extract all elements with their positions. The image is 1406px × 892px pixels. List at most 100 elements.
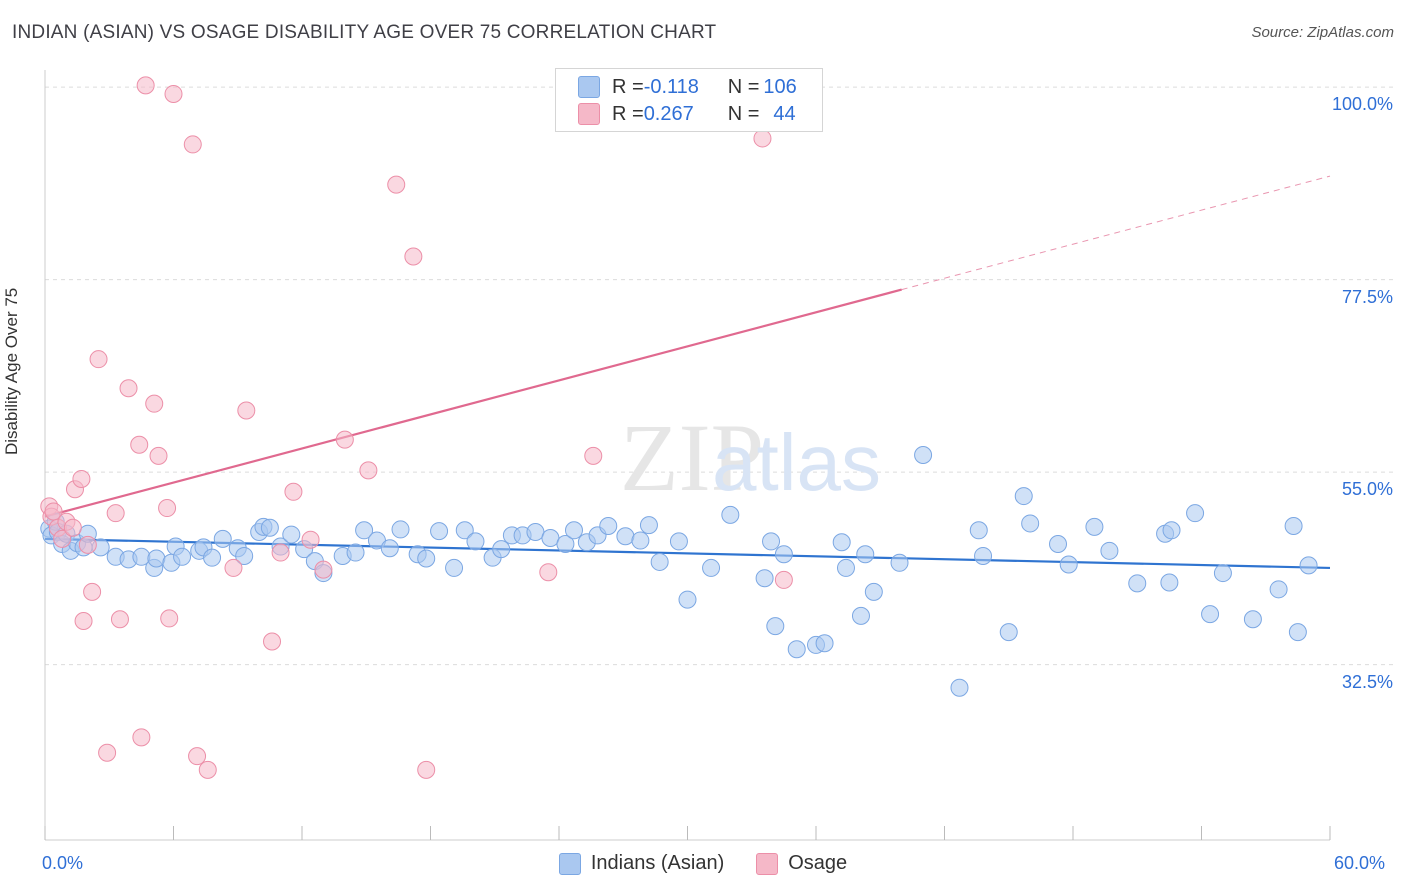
point-indians [492, 540, 511, 559]
legend-row-indians: R = -0.118 N = 106 [578, 75, 797, 99]
point-indians [616, 527, 635, 546]
point-indians [1085, 517, 1104, 536]
point-indians [851, 606, 870, 625]
point-indians [974, 546, 993, 565]
point-indians [836, 558, 855, 577]
trend-line-osage-extension [901, 175, 1331, 291]
data-points [40, 76, 1318, 779]
legend-swatch-indians [578, 76, 600, 98]
legend-label-indians: Indians (Asian) [590, 852, 725, 874]
legend-item-indians: Indians (Asian) [558, 852, 725, 875]
stats-legend: R = -0.118 N = 106 R = 0.267 N = 44 [555, 68, 823, 132]
point-indians [787, 640, 806, 659]
point-osage [78, 535, 97, 554]
point-indians [702, 558, 721, 577]
point-indians [466, 532, 485, 551]
point-osage [130, 435, 149, 454]
point-osage [145, 394, 164, 413]
point-indians [1284, 517, 1303, 536]
point-indians [678, 590, 697, 609]
point-osage [539, 563, 558, 582]
legend-r-label: R = [612, 75, 644, 98]
watermark: ZIP atlas [620, 404, 881, 511]
point-osage [72, 469, 91, 488]
point-indians [950, 678, 969, 697]
y-tick-label: 55.0% [1341, 479, 1393, 500]
point-osage [335, 430, 354, 449]
point-indians [864, 582, 883, 601]
series-legend: Indians (Asian) Osage [0, 852, 1406, 875]
point-indians [650, 552, 669, 571]
point-osage [359, 461, 378, 480]
trend-line-indians [44, 537, 1331, 570]
point-indians [1186, 504, 1205, 523]
point-osage [417, 760, 436, 779]
point-osage [119, 379, 138, 398]
point-osage [89, 350, 108, 369]
point-indians [721, 505, 740, 524]
point-indians [599, 517, 618, 536]
point-osage [198, 760, 217, 779]
legend-label-osage: Osage [788, 852, 848, 874]
gridlines [45, 86, 1395, 666]
legend-r-value: 0.267 [643, 102, 694, 125]
point-osage [98, 743, 117, 762]
point-indians [815, 634, 834, 653]
point-indians [1288, 623, 1307, 642]
point-osage [314, 560, 333, 579]
point-osage [160, 609, 179, 628]
point-osage [136, 76, 155, 95]
point-indians [541, 528, 560, 547]
point-osage [74, 611, 93, 630]
point-osage [63, 518, 82, 537]
y-tick-label: 32.5% [1341, 671, 1393, 692]
point-osage [584, 446, 603, 465]
point-osage [106, 504, 125, 523]
point-indians [1021, 514, 1040, 533]
point-indians [564, 521, 583, 540]
legend-swatch-osage [578, 103, 600, 125]
point-indians [526, 523, 545, 541]
chart-title: INDIAN (ASIAN) VS OSAGE DISABILITY AGE O… [12, 22, 717, 43]
point-indians [1213, 564, 1232, 583]
point-indians [669, 532, 688, 551]
point-osage [158, 499, 177, 518]
legend-n-label: N = [727, 75, 760, 98]
point-osage [164, 84, 183, 103]
point-osage [753, 129, 772, 148]
axes [44, 70, 1331, 841]
legend-item-osage: Osage [756, 852, 847, 875]
point-indians [766, 617, 785, 636]
legend-r-value: -0.118 [643, 75, 699, 98]
point-osage [404, 247, 423, 266]
trend-line-osage [44, 288, 902, 518]
point-indians [774, 545, 793, 564]
point-osage [83, 582, 102, 601]
point-indians [890, 553, 909, 572]
y-tick-label: 100.0% [1331, 94, 1393, 115]
point-indians [203, 548, 222, 567]
point-indians [355, 521, 374, 540]
point-indians [1162, 521, 1181, 540]
point-osage [110, 610, 129, 629]
point-indians [147, 549, 166, 568]
watermark-atlas: atlas [712, 418, 881, 507]
source-label: Source: ZipAtlas.com [1251, 24, 1394, 41]
point-indians [969, 521, 988, 540]
point-indians [755, 569, 774, 588]
point-indians [1100, 541, 1119, 560]
watermark-zip: ZIP [620, 404, 764, 511]
legend-n-value: 44 [773, 102, 796, 125]
point-osage [188, 747, 207, 766]
point-indians [1299, 556, 1318, 575]
point-osage [284, 482, 303, 501]
point-indians [380, 539, 399, 558]
point-indians [762, 532, 781, 551]
point-indians [1243, 610, 1262, 629]
point-indians [1128, 574, 1147, 593]
point-osage [774, 570, 793, 589]
point-indians [999, 623, 1018, 642]
trend-lines [44, 175, 1331, 570]
point-indians [455, 521, 474, 540]
